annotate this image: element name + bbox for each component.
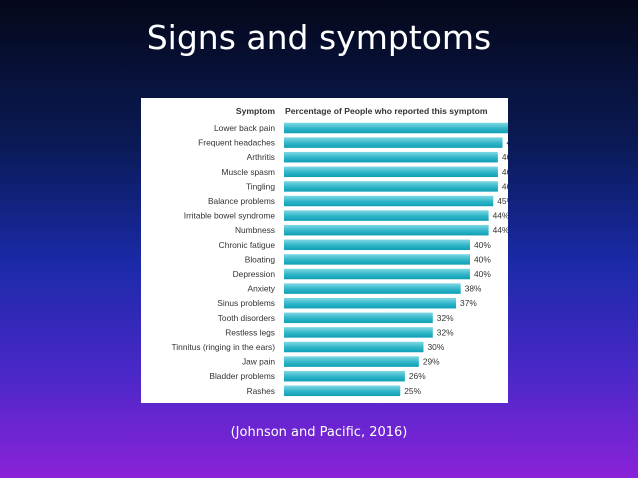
bar <box>284 312 433 324</box>
bar <box>284 181 498 192</box>
category-label: Depression <box>233 269 276 279</box>
bar <box>284 195 494 207</box>
value-label: 46% <box>502 152 508 162</box>
value-label: 30% <box>428 342 445 352</box>
value-label: 46% <box>502 181 508 191</box>
citation: (Johnson and Pacific, 2016) <box>230 425 408 440</box>
value-label: 40% <box>474 254 491 264</box>
bar <box>284 254 470 265</box>
slide-title: Signs and symptoms <box>146 18 492 57</box>
category-label: Frequent headaches <box>198 138 275 148</box>
value-label: 32% <box>437 327 454 337</box>
bars-layer: Lower back pain63%Frequent headaches47%A… <box>172 122 508 397</box>
bar <box>284 137 503 148</box>
value-label: 38% <box>465 284 482 294</box>
bar <box>284 122 508 134</box>
category-label: Numbness <box>235 225 275 235</box>
value-label: 26% <box>409 371 426 381</box>
category-label: Arthritis <box>247 152 275 162</box>
value-label: 45% <box>497 196 508 206</box>
value-label: 44% <box>493 225 508 235</box>
bar <box>284 166 498 178</box>
chart-panel: Symptom Percentage of People who reporte… <box>141 98 508 403</box>
bar <box>284 370 405 382</box>
category-label: Irritable bowel syndrome <box>184 211 276 221</box>
category-label: Chronic fatigue <box>219 240 276 250</box>
bar <box>284 283 461 294</box>
bar <box>284 297 457 309</box>
category-label: Tinnitus (ringing in the ears) <box>172 342 276 352</box>
value-label: 40% <box>474 240 491 250</box>
value-label: 37% <box>460 298 477 308</box>
category-label: Restless legs <box>225 327 275 337</box>
bar <box>284 224 489 236</box>
bar <box>284 151 498 163</box>
value-label: 46% <box>502 167 508 177</box>
value-label: 40% <box>474 269 491 279</box>
bar <box>284 385 401 397</box>
symptom-bar-chart: Symptom Percentage of People who reporte… <box>172 106 508 397</box>
category-label: Balance problems <box>208 196 275 206</box>
bar <box>284 239 470 251</box>
category-label: Bladder problems <box>209 371 275 381</box>
bar <box>284 210 489 221</box>
category-label: Sinus problems <box>217 298 275 308</box>
value-label: 29% <box>423 357 440 367</box>
bar <box>284 341 424 353</box>
column-header-percentage: Percentage of People who reported this s… <box>285 106 488 116</box>
value-label: 25% <box>404 386 421 396</box>
value-label: 47% <box>507 138 508 148</box>
value-label: 32% <box>437 313 454 323</box>
category-label: Jaw pain <box>242 357 275 367</box>
category-label: Lower back pain <box>214 123 275 133</box>
bar <box>284 356 419 367</box>
category-label: Anxiety <box>248 284 276 294</box>
category-label: Muscle spasm <box>221 167 275 177</box>
column-header-symptom: Symptom <box>236 106 276 116</box>
category-label: Rashes <box>247 386 275 396</box>
bar <box>284 268 470 280</box>
category-label: Bloating <box>245 254 276 264</box>
bar <box>284 327 433 338</box>
value-label: 44% <box>493 211 508 221</box>
category-label: Tingling <box>246 181 275 191</box>
category-label: Tooth disorders <box>218 313 275 323</box>
